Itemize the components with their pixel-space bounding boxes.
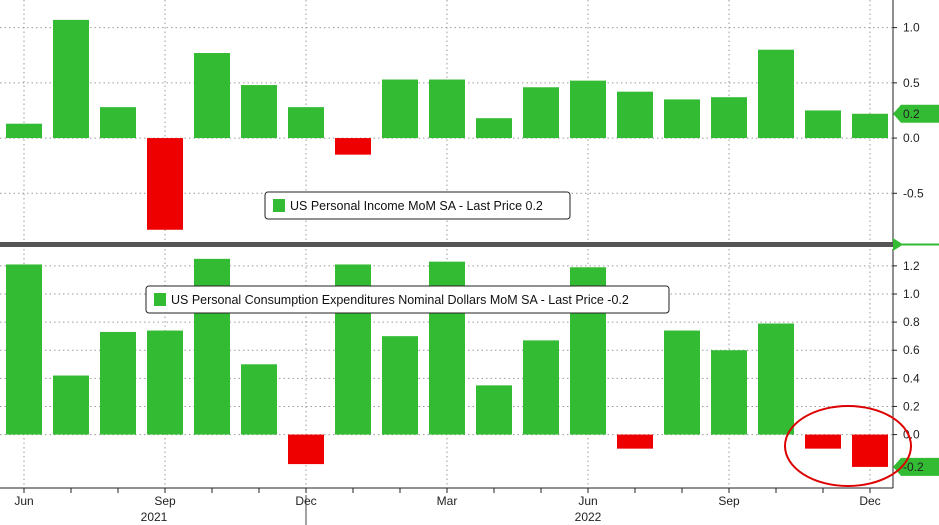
x-year-label: 2021 <box>141 510 168 524</box>
income-bar <box>476 118 512 139</box>
legend-consumption: US Personal Consumption Expenditures Nom… <box>145 285 670 314</box>
income-bar <box>758 49 794 139</box>
consumption-tick-label: 0.4 <box>903 371 920 385</box>
legend-income-box <box>264 191 571 220</box>
income-bar <box>617 91 653 139</box>
income-tick-label: -0.5 <box>903 186 924 200</box>
consumption-tick-label: 1.0 <box>903 287 920 301</box>
x-month-label: Sep <box>154 494 176 508</box>
income-bar <box>194 53 230 139</box>
income-tick-label: 0.0 <box>903 131 920 145</box>
income-bar <box>711 97 747 139</box>
income-bar <box>852 113 888 139</box>
consumption-bar <box>617 434 653 449</box>
consumption-tick-label: 0.6 <box>903 343 920 357</box>
overlay: US Personal Income MoM SA - Last Price 0… <box>0 191 939 487</box>
highlight-ring <box>784 405 912 487</box>
income-bar <box>523 87 559 139</box>
consumption-bar <box>476 385 512 435</box>
consumption-bar <box>523 340 559 435</box>
consumption-bar <box>194 258 230 435</box>
income-bar <box>382 79 418 139</box>
consumption-bar <box>711 350 747 435</box>
income-tick-label: 1.0 <box>903 21 920 35</box>
legend-income-swatch <box>273 199 285 212</box>
income-bar <box>429 79 465 139</box>
panel-divider <box>0 242 894 247</box>
x-month-label: Jun <box>578 494 597 508</box>
consumption-bar <box>805 434 841 449</box>
consumption-bar <box>664 330 700 435</box>
x-month-label: Dec <box>859 494 880 508</box>
income-bar <box>6 123 42 139</box>
income-bar <box>335 138 371 155</box>
legend-income: US Personal Income MoM SA - Last Price 0… <box>264 191 571 220</box>
consumption-tick-label: 0.2 <box>903 399 920 413</box>
panel-divider-arrow <box>893 238 903 251</box>
legend-income-text: US Personal Income MoM SA - Last Price 0… <box>290 199 543 213</box>
consumption-bar <box>382 336 418 435</box>
legend-consumption-swatch <box>154 293 166 306</box>
consumption-bar <box>53 375 89 435</box>
consumption-bar <box>288 434 324 465</box>
consumption-bar <box>100 331 136 435</box>
consumption-tick-label: 1.2 <box>903 259 920 273</box>
income-bar <box>805 110 841 139</box>
consumption-bar <box>758 323 794 435</box>
consumption-bar <box>147 330 183 435</box>
x-month-label: Sep <box>718 494 740 508</box>
income-tick-label: 0.5 <box>903 76 920 90</box>
x-year-label: 2022 <box>575 510 602 524</box>
consumption-bar <box>6 264 42 435</box>
income-last-price-label: 0.2 <box>903 107 920 121</box>
income-bar <box>53 19 89 139</box>
x-month-label: Jun <box>14 494 33 508</box>
legend-consumption-box <box>145 285 670 314</box>
income-panel: -0.5 0.0 0.5 1.0 0.2 <box>0 0 939 243</box>
consumption-last-price-label: -0.2 <box>903 460 924 474</box>
income-bar <box>288 107 324 139</box>
income-last-price-tag <box>893 104 939 123</box>
consumption-bar <box>241 364 277 435</box>
x-month-label: Mar <box>437 494 458 508</box>
income-bar <box>100 107 136 139</box>
consumption-tick-label: 0.8 <box>903 315 920 329</box>
legend-consumption-text: US Personal Consumption Expenditures Nom… <box>171 293 629 307</box>
income-bar <box>147 138 183 230</box>
income-bar <box>664 99 700 139</box>
consumption-bar <box>852 434 888 467</box>
income-bar <box>570 80 606 139</box>
consumption-panel: 0.00.20.40.60.81.01.2-0.2 <box>0 249 939 488</box>
income-bar <box>241 85 277 139</box>
